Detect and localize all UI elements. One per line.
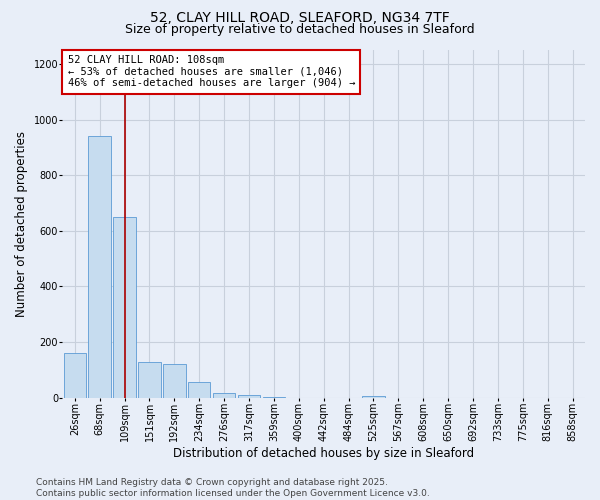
Text: Size of property relative to detached houses in Sleaford: Size of property relative to detached ho… [125,22,475,36]
Text: 52, CLAY HILL ROAD, SLEAFORD, NG34 7TF: 52, CLAY HILL ROAD, SLEAFORD, NG34 7TF [150,11,450,25]
Bar [88,136,111,398]
X-axis label: Distribution of detached houses by size in Sleaford: Distribution of detached houses by size … [173,447,474,460]
Text: Contains HM Land Registry data © Crown copyright and database right 2025.
Contai: Contains HM Land Registry data © Crown c… [36,478,430,498]
Bar [138,362,161,398]
Bar [163,364,185,398]
Bar [263,396,285,398]
Bar [113,217,136,398]
Bar [64,354,86,398]
Text: 52 CLAY HILL ROAD: 108sqm
← 53% of detached houses are smaller (1,046)
46% of se: 52 CLAY HILL ROAD: 108sqm ← 53% of detac… [68,55,355,88]
Bar [213,393,235,398]
Bar [188,382,211,398]
Y-axis label: Number of detached properties: Number of detached properties [15,131,28,317]
Bar [238,395,260,398]
Bar [362,396,385,398]
